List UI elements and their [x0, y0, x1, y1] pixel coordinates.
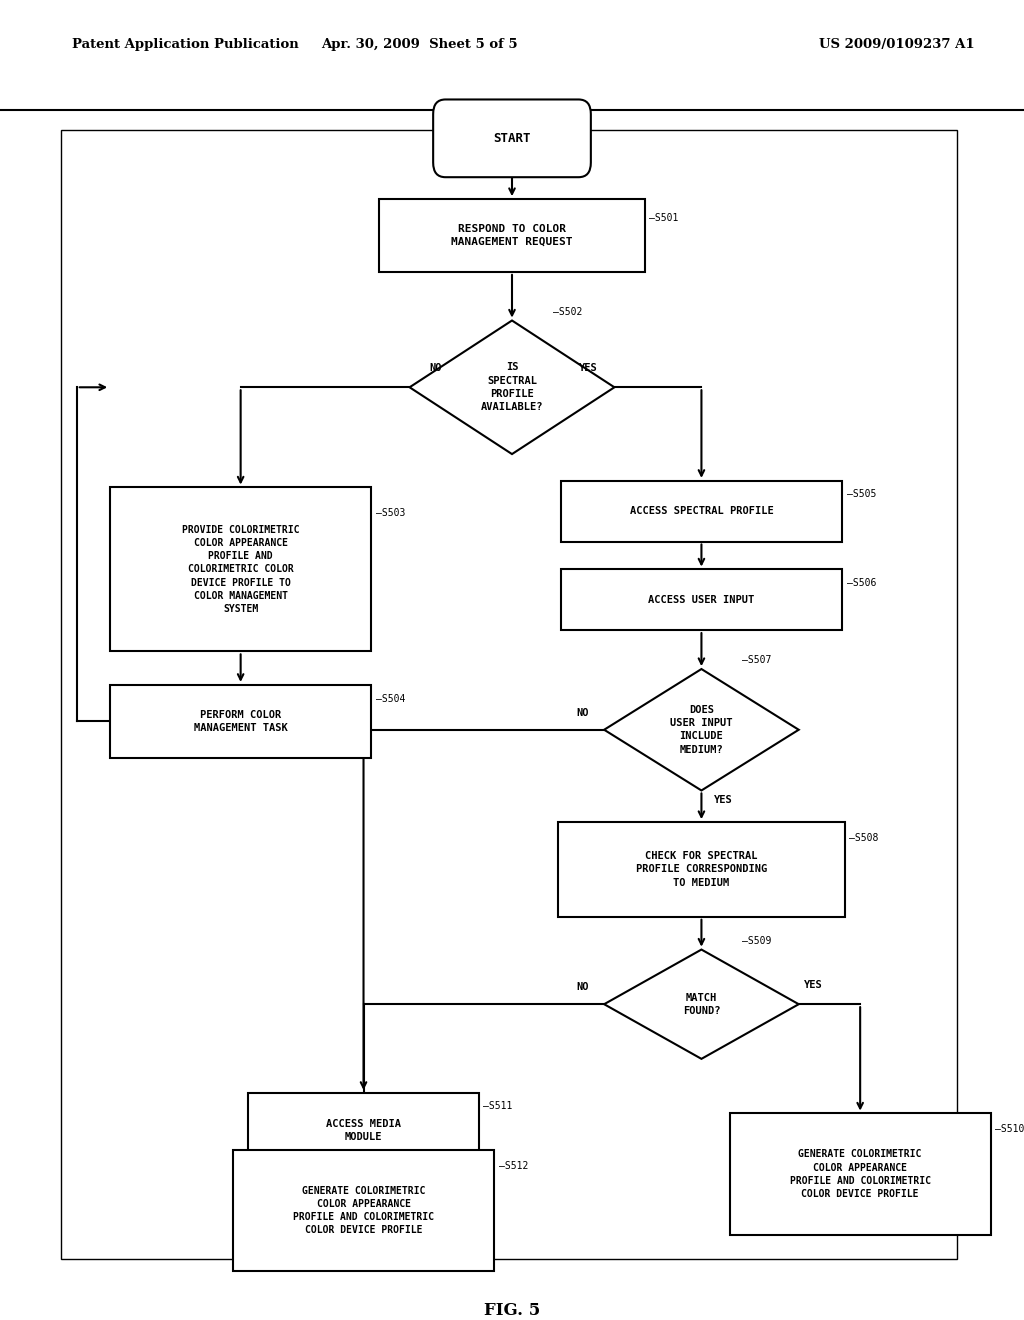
Bar: [561, 569, 843, 630]
Text: START: START: [494, 132, 530, 145]
Text: YES: YES: [714, 795, 732, 805]
Bar: [110, 487, 371, 652]
Bar: [248, 1093, 479, 1168]
Bar: [61, 129, 957, 1259]
Text: —S509: —S509: [742, 936, 772, 946]
Bar: [558, 822, 845, 917]
Text: NO: NO: [577, 982, 589, 993]
Text: Apr. 30, 2009  Sheet 5 of 5: Apr. 30, 2009 Sheet 5 of 5: [322, 38, 518, 51]
Text: —S503: —S503: [376, 508, 406, 519]
Text: MATCH
FOUND?: MATCH FOUND?: [683, 993, 720, 1016]
Text: US 2009/0109237 A1: US 2009/0109237 A1: [819, 38, 975, 51]
Bar: [561, 480, 843, 541]
Text: GENERATE COLORIMETRIC
COLOR APPEARANCE
PROFILE AND COLORIMETRIC
COLOR DEVICE PRO: GENERATE COLORIMETRIC COLOR APPEARANCE P…: [293, 1185, 434, 1236]
Text: FIG. 5: FIG. 5: [484, 1302, 540, 1319]
Polygon shape: [604, 949, 799, 1059]
Text: —S501: —S501: [649, 214, 679, 223]
Text: —S511: —S511: [483, 1101, 513, 1111]
Polygon shape: [604, 669, 799, 791]
Text: GENERATE COLORIMETRIC
COLOR APPEARANCE
PROFILE AND COLORIMETRIC
COLOR DEVICE PRO: GENERATE COLORIMETRIC COLOR APPEARANCE P…: [790, 1150, 931, 1199]
Text: —S512: —S512: [499, 1160, 528, 1171]
Text: YES: YES: [580, 363, 598, 372]
Text: CHECK FOR SPECTRAL
PROFILE CORRESPONDING
TO MEDIUM: CHECK FOR SPECTRAL PROFILE CORRESPONDING…: [636, 851, 767, 887]
Bar: [110, 685, 371, 758]
Text: DOES
USER INPUT
INCLUDE
MEDIUM?: DOES USER INPUT INCLUDE MEDIUM?: [670, 705, 733, 755]
Text: YES: YES: [804, 979, 822, 990]
Text: —S505: —S505: [847, 488, 877, 499]
Text: ACCESS USER INPUT: ACCESS USER INPUT: [648, 595, 755, 605]
Text: NO: NO: [577, 708, 589, 718]
Bar: [729, 1114, 990, 1236]
Text: —S507: —S507: [742, 656, 772, 665]
Text: PERFORM COLOR
MANAGEMENT TASK: PERFORM COLOR MANAGEMENT TASK: [194, 710, 288, 733]
Text: —S502: —S502: [553, 306, 583, 317]
Text: —S510: —S510: [995, 1125, 1024, 1134]
Text: ACCESS MEDIA
MODULE: ACCESS MEDIA MODULE: [326, 1119, 401, 1142]
Text: PROVIDE COLORIMETRIC
COLOR APPEARANCE
PROFILE AND
COLORIMETRIC COLOR
DEVICE PROF: PROVIDE COLORIMETRIC COLOR APPEARANCE PR…: [182, 525, 299, 614]
FancyBboxPatch shape: [433, 99, 591, 177]
Text: IS
SPECTRAL
PROFILE
AVAILABLE?: IS SPECTRAL PROFILE AVAILABLE?: [480, 363, 544, 412]
Text: NO: NO: [429, 363, 441, 372]
Text: RESPOND TO COLOR
MANAGEMENT REQUEST: RESPOND TO COLOR MANAGEMENT REQUEST: [452, 224, 572, 247]
Text: —S508: —S508: [849, 833, 879, 842]
Text: Patent Application Publication: Patent Application Publication: [72, 38, 298, 51]
Text: ACCESS SPECTRAL PROFILE: ACCESS SPECTRAL PROFILE: [630, 506, 773, 516]
Bar: [232, 1150, 494, 1271]
Text: —S504: —S504: [376, 694, 406, 705]
Bar: [379, 199, 645, 272]
Polygon shape: [410, 321, 614, 454]
Text: —S506: —S506: [847, 578, 877, 587]
